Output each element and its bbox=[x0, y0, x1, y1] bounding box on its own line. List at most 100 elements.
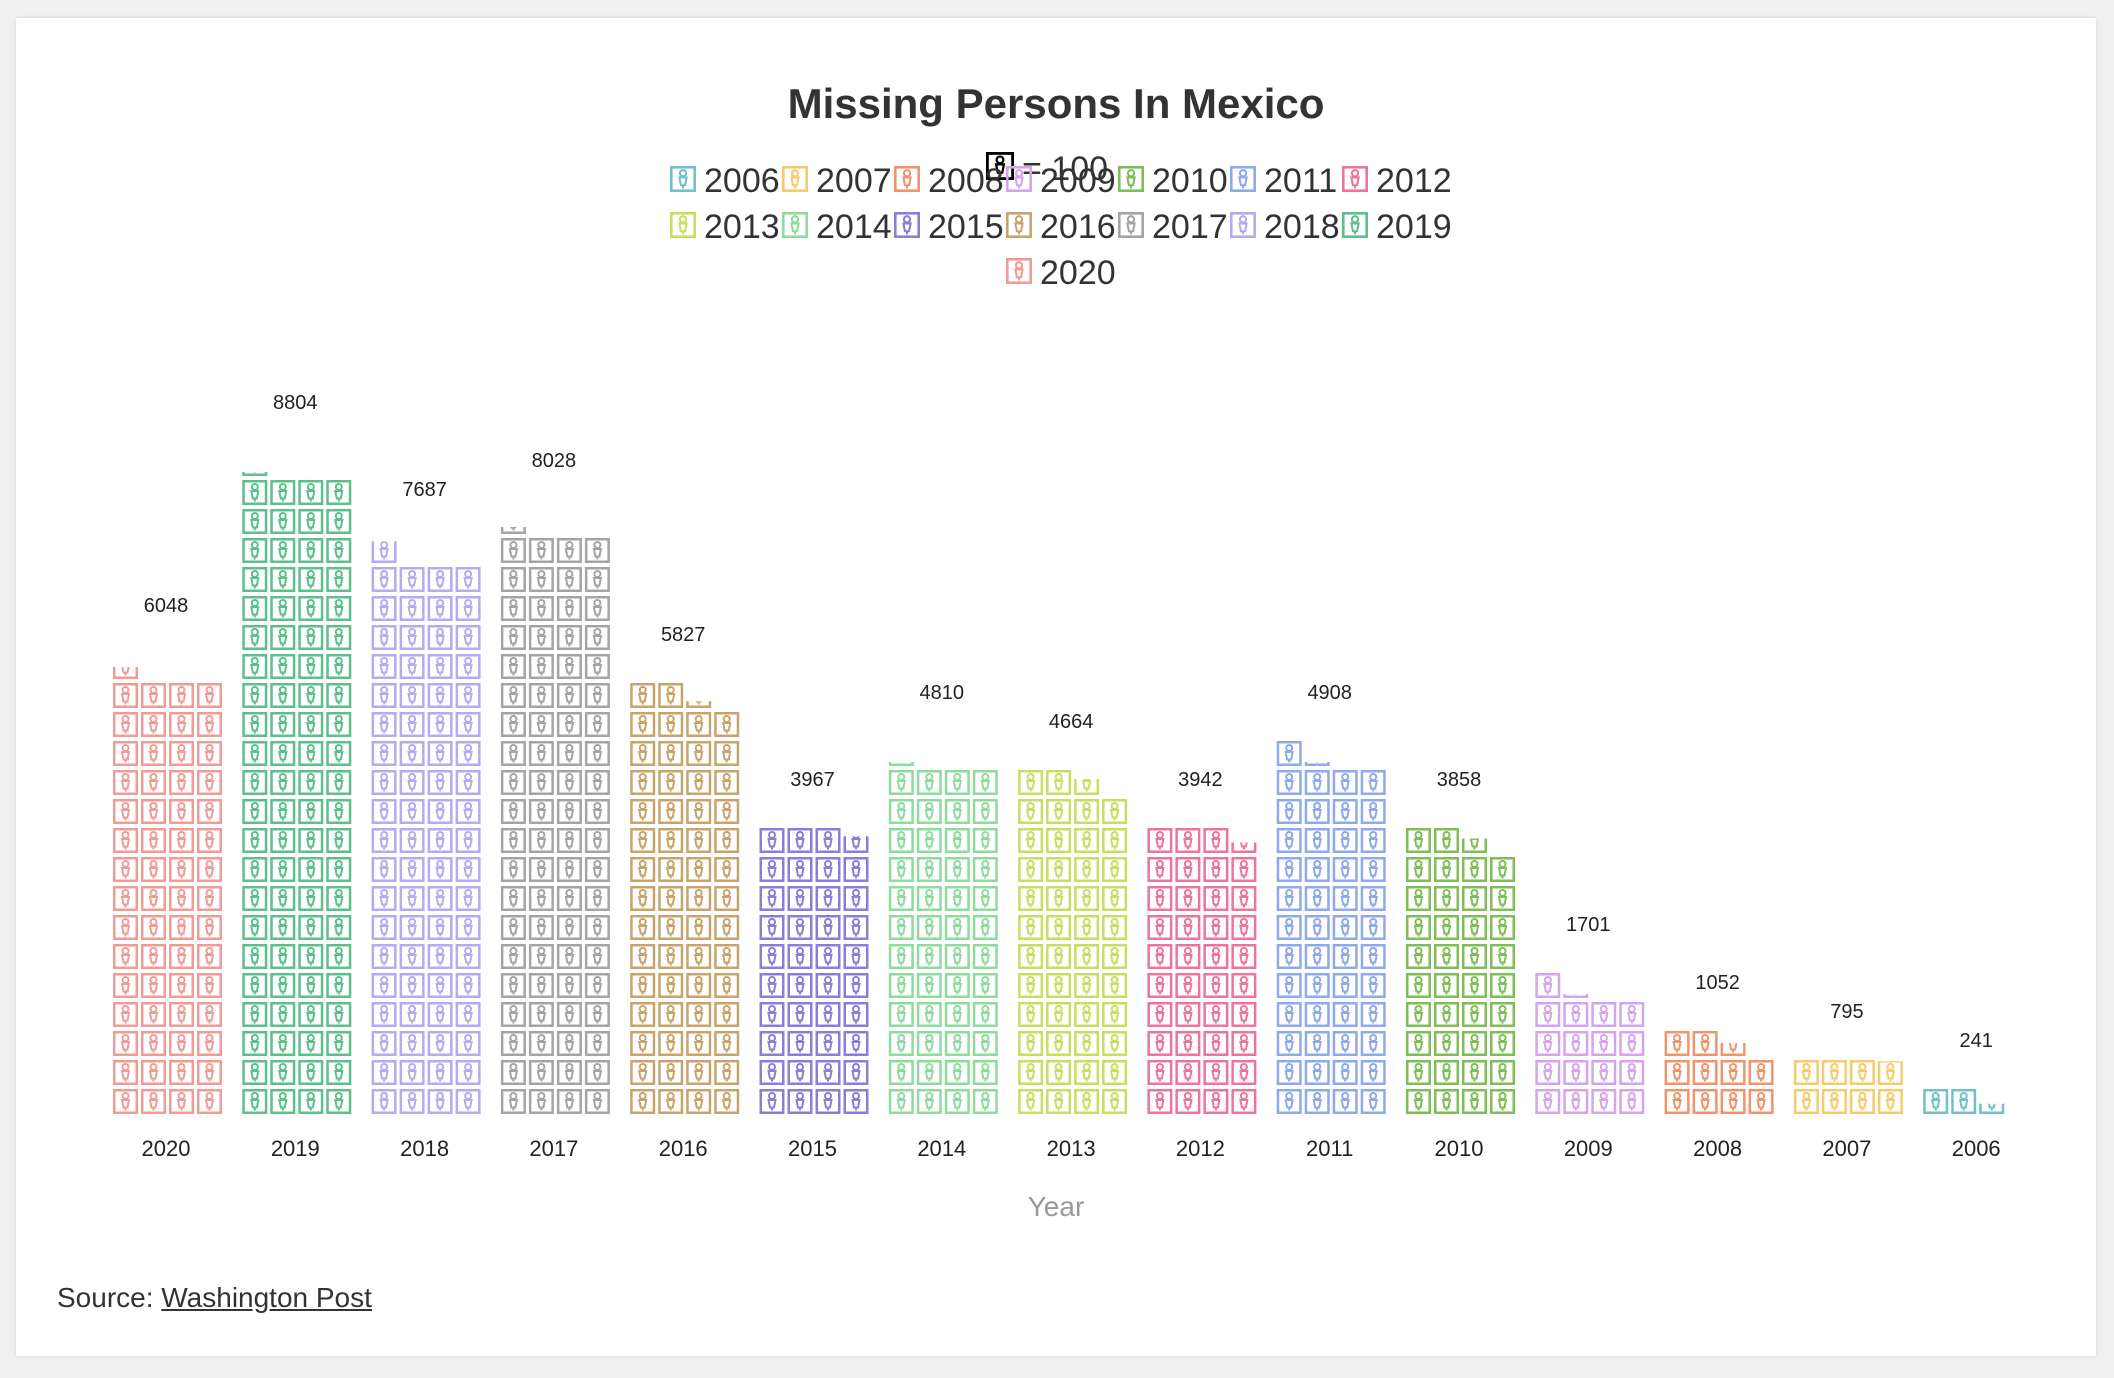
person-icon bbox=[298, 480, 324, 505]
person-icon bbox=[197, 712, 222, 737]
legend-item-2013: 2013 bbox=[669, 208, 780, 246]
person-icon bbox=[169, 828, 194, 853]
person-icon bbox=[197, 1060, 222, 1085]
person-icon bbox=[1018, 828, 1044, 853]
person-icon bbox=[584, 857, 610, 882]
person-icon bbox=[455, 741, 481, 766]
person-icon bbox=[371, 654, 397, 679]
person-icon bbox=[1821, 1060, 1847, 1085]
person-icon bbox=[1276, 857, 1302, 882]
bar-2010 bbox=[1406, 828, 1515, 1114]
person-icon bbox=[888, 1002, 914, 1027]
legend-label: 2014 bbox=[816, 208, 892, 246]
person-icon bbox=[972, 770, 998, 795]
person-icon bbox=[427, 741, 453, 766]
source-link[interactable]: Washington Post bbox=[161, 1282, 372, 1313]
person-icon bbox=[427, 944, 453, 969]
person-icon bbox=[1046, 886, 1072, 911]
person-icon bbox=[1304, 973, 1330, 998]
person-icon bbox=[1360, 799, 1386, 824]
person-icon bbox=[1231, 842, 1257, 853]
person-icon bbox=[916, 973, 942, 998]
person-icon bbox=[169, 915, 194, 940]
person-icon bbox=[455, 799, 481, 824]
person-icon bbox=[944, 944, 970, 969]
bar-2006 bbox=[1923, 1089, 2005, 1114]
person-icon bbox=[759, 857, 785, 882]
person-icon bbox=[944, 1089, 970, 1114]
person-icon bbox=[916, 1060, 942, 1085]
legend-person-icon bbox=[1230, 212, 1257, 239]
person-icon bbox=[815, 973, 841, 998]
person-icon bbox=[556, 886, 582, 911]
person-icon bbox=[455, 857, 481, 882]
person-icon bbox=[427, 1002, 453, 1027]
person-icon bbox=[1591, 1060, 1617, 1085]
person-icon bbox=[169, 799, 194, 824]
person-icon bbox=[1074, 1089, 1100, 1114]
person-icon bbox=[298, 509, 324, 534]
person-icon bbox=[1175, 1031, 1201, 1056]
person-icon bbox=[1563, 994, 1589, 998]
x-tick-2011: 2011 bbox=[1306, 1136, 1353, 1161]
person-icon bbox=[916, 1089, 942, 1114]
person-icon bbox=[584, 1002, 610, 1027]
bar-2012 bbox=[1147, 828, 1257, 1114]
person-icon bbox=[1406, 1002, 1431, 1027]
person-icon bbox=[714, 857, 740, 882]
person-icon bbox=[686, 1002, 712, 1027]
person-icon bbox=[141, 973, 166, 998]
person-icon bbox=[1018, 770, 1044, 795]
person-icon bbox=[371, 741, 397, 766]
unit-legend-label: = 100 bbox=[1022, 150, 1108, 188]
person-icon bbox=[371, 857, 397, 882]
person-icon bbox=[1360, 1089, 1386, 1114]
person-icon bbox=[455, 1031, 481, 1056]
person-icon bbox=[1462, 1031, 1487, 1056]
person-icon bbox=[169, 857, 194, 882]
person-icon bbox=[528, 538, 554, 563]
person-icon bbox=[630, 828, 656, 853]
person-icon bbox=[298, 944, 324, 969]
person-icon bbox=[1793, 1089, 1819, 1114]
person-icon bbox=[1490, 915, 1515, 940]
person-icon bbox=[242, 1089, 268, 1114]
person-icon bbox=[1360, 944, 1386, 969]
person-icon bbox=[556, 1060, 582, 1085]
person-icon bbox=[1203, 886, 1229, 911]
person-icon bbox=[1979, 1103, 2005, 1114]
person-icon bbox=[584, 654, 610, 679]
person-icon bbox=[630, 683, 656, 708]
person-icon bbox=[1175, 828, 1201, 853]
person-icon bbox=[399, 886, 425, 911]
person-icon bbox=[1462, 857, 1487, 882]
person-icon bbox=[242, 770, 268, 795]
person-icon bbox=[815, 828, 841, 853]
person-icon bbox=[113, 915, 138, 940]
person-icon bbox=[455, 596, 481, 621]
value-label-2019: 8804 bbox=[273, 392, 318, 414]
value-label-2009: 1701 bbox=[1566, 914, 1611, 936]
person-icon bbox=[298, 799, 324, 824]
person-icon bbox=[427, 712, 453, 737]
person-icon bbox=[1147, 1089, 1173, 1114]
person-icon bbox=[1720, 1060, 1746, 1085]
person-icon bbox=[556, 538, 582, 563]
person-icon bbox=[1332, 1089, 1358, 1114]
person-icon bbox=[584, 770, 610, 795]
person-icon bbox=[556, 944, 582, 969]
person-icon bbox=[1434, 1060, 1459, 1085]
person-icon bbox=[1821, 1089, 1847, 1114]
person-icon bbox=[270, 886, 296, 911]
person-icon bbox=[556, 1031, 582, 1056]
person-icon bbox=[1102, 1002, 1128, 1027]
person-icon bbox=[197, 1002, 222, 1027]
value-labels: 6048 8804 7687 8028 5827 3967 4810 4664 3942 4908… bbox=[144, 392, 1993, 1052]
person-icon bbox=[1231, 1002, 1257, 1027]
person-icon bbox=[1332, 915, 1358, 940]
person-icon bbox=[1332, 1060, 1358, 1085]
person-icon bbox=[1434, 828, 1459, 853]
person-icon bbox=[714, 944, 740, 969]
person-icon bbox=[270, 770, 296, 795]
person-icon bbox=[1360, 1002, 1386, 1027]
